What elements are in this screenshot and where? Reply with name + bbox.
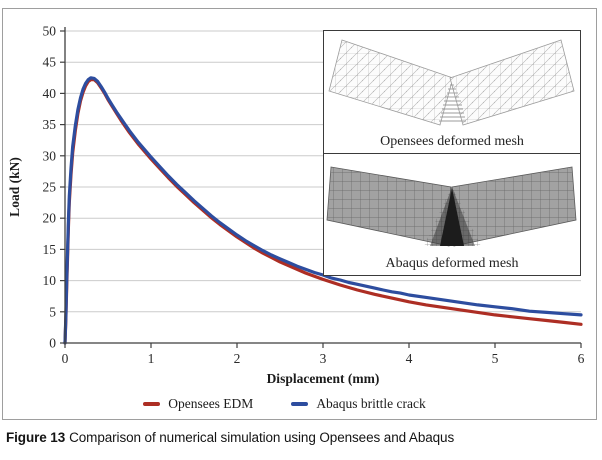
legend-item-opensees: Opensees EDM bbox=[143, 396, 253, 412]
mesh-inset-panel: Opensees deformed mesh bbox=[323, 30, 581, 276]
figure-caption: Figure 13 Comparison of numerical simulat… bbox=[6, 430, 596, 445]
legend-item-abaqus: Abaqus brittle crack bbox=[291, 396, 426, 412]
opensees-mesh-panel: Opensees deformed mesh bbox=[324, 31, 580, 153]
y-tick-label-25: 25 bbox=[43, 180, 57, 195]
opensees-line-swatch bbox=[143, 402, 161, 406]
y-tick-label-15: 15 bbox=[43, 242, 57, 257]
x-tick-label-0: 0 bbox=[62, 351, 69, 366]
y-tick-label-35: 35 bbox=[43, 117, 57, 132]
opensees-mesh-label: Opensees deformed mesh bbox=[380, 134, 524, 149]
legend-label-opensees: Opensees EDM bbox=[168, 396, 254, 411]
x-tick-label-4: 4 bbox=[406, 351, 413, 366]
y-tick-label-50: 50 bbox=[43, 24, 57, 39]
abaqus-line-swatch bbox=[291, 402, 309, 406]
y-axis-title: Load (kN) bbox=[7, 157, 22, 217]
y-tick-label-10: 10 bbox=[43, 273, 57, 288]
crack-region bbox=[440, 188, 464, 246]
legend-label-abaqus: Abaqus brittle crack bbox=[316, 396, 426, 411]
x-tick-label-3: 3 bbox=[320, 351, 327, 366]
x-axis-title: Displacement (mm) bbox=[267, 371, 380, 386]
figure-caption-text: Comparison of numerical simulation using… bbox=[69, 430, 455, 445]
x-tick-label-2: 2 bbox=[234, 351, 241, 366]
figure-frame: 0 5 10 15 20 25 30 35 40 45 50 0 1 2 3 4 5 6 Displacement … bbox=[2, 8, 597, 420]
figure-caption-label: Figure 13 bbox=[6, 430, 66, 445]
abaqus-mesh-panel: Abaqus deformed mesh bbox=[324, 153, 580, 275]
chart-legend: Opensees EDM Abaqus brittle crack bbox=[3, 396, 566, 412]
y-tick-label-45: 45 bbox=[43, 55, 57, 70]
opensees-deformed-mesh-image bbox=[328, 39, 575, 126]
x-tick-label-5: 5 bbox=[492, 351, 499, 366]
abaqus-mesh-label: Abaqus deformed mesh bbox=[385, 256, 519, 271]
abaqus-deformed-mesh-image bbox=[326, 166, 577, 247]
y-tick-label-5: 5 bbox=[49, 304, 56, 319]
edm-interface-hatch bbox=[439, 84, 466, 122]
x-tick-label-1: 1 bbox=[148, 351, 155, 366]
y-tick-label-0: 0 bbox=[49, 336, 56, 351]
series-line-abaqus-brittle-crack bbox=[63, 76, 583, 345]
y-tick-label-40: 40 bbox=[43, 86, 57, 101]
y-tick-label-20: 20 bbox=[43, 211, 57, 226]
y-tick-label-30: 30 bbox=[43, 148, 57, 163]
x-tick-label-6: 6 bbox=[578, 351, 585, 366]
